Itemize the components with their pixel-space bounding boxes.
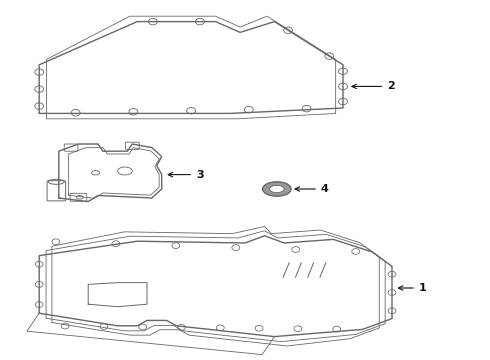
Text: 2: 2 (352, 81, 395, 91)
FancyBboxPatch shape (125, 142, 139, 149)
FancyBboxPatch shape (70, 193, 87, 201)
FancyBboxPatch shape (64, 144, 78, 151)
Text: 4: 4 (295, 184, 329, 194)
Ellipse shape (263, 182, 291, 196)
Text: 1: 1 (398, 283, 427, 293)
Text: 3: 3 (168, 170, 204, 180)
Ellipse shape (270, 185, 284, 193)
FancyBboxPatch shape (47, 181, 66, 201)
